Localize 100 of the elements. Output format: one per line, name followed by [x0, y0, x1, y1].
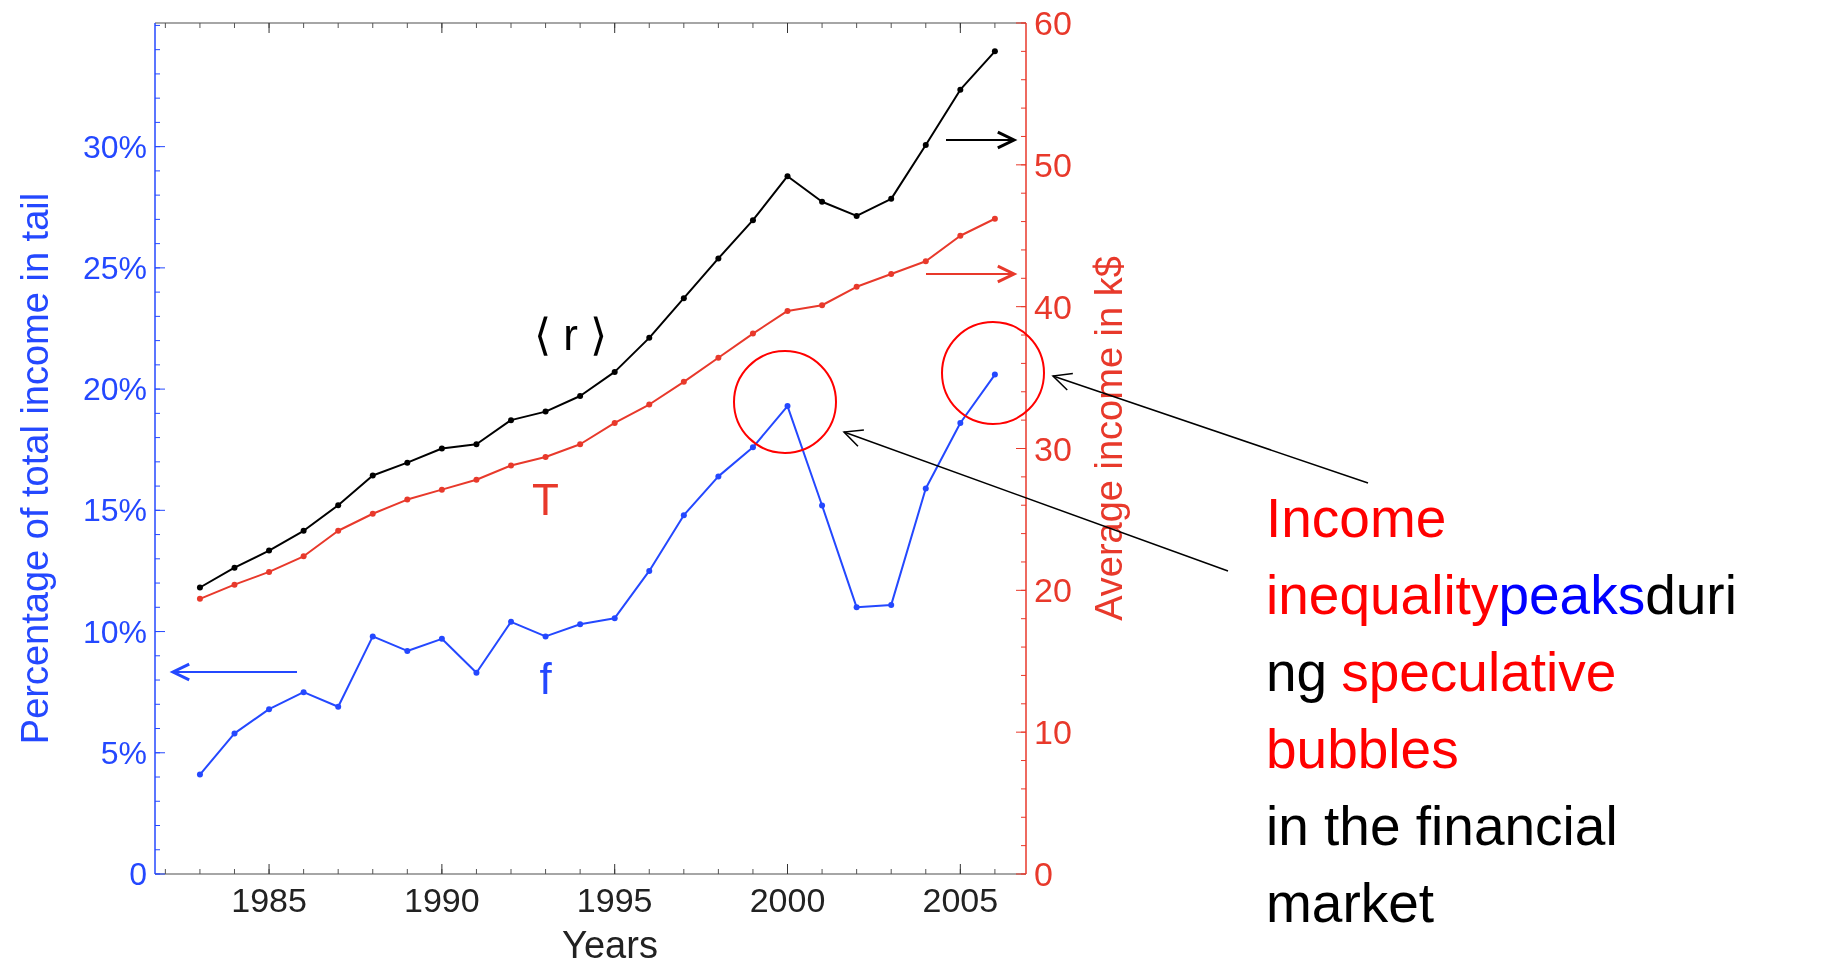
text: speculative — [1341, 641, 1617, 703]
point — [369, 472, 376, 479]
text: in the financial — [1266, 795, 1618, 857]
point — [957, 420, 964, 427]
point — [473, 441, 480, 448]
point — [542, 454, 549, 461]
x-tick-label: 1995 — [576, 881, 653, 919]
point — [508, 618, 514, 625]
point — [266, 568, 273, 575]
y2-axis-title: Average income in k$ — [1088, 256, 1130, 621]
point — [508, 462, 514, 469]
point — [473, 669, 480, 676]
point — [715, 354, 722, 361]
point — [784, 307, 791, 314]
x-axis-title: Years — [562, 924, 658, 966]
point — [300, 553, 307, 560]
y-tick-label: 25% — [82, 249, 147, 286]
point — [577, 441, 584, 448]
point — [680, 512, 687, 519]
point — [577, 621, 584, 628]
point — [300, 689, 307, 696]
point — [542, 408, 549, 415]
series-label: f — [539, 654, 553, 704]
point — [611, 368, 618, 375]
point — [404, 496, 411, 503]
point — [577, 393, 584, 400]
point — [819, 302, 826, 309]
point — [335, 502, 342, 509]
point — [611, 419, 618, 426]
y2-tick-label: 60 — [1034, 4, 1072, 42]
y-axis-title: Percentage of total income in tail — [14, 192, 56, 745]
text: duri — [1645, 564, 1737, 626]
point — [991, 48, 998, 55]
point — [784, 403, 791, 410]
y2-tick-label: 40 — [1034, 287, 1072, 326]
point — [646, 567, 653, 574]
text: bubbles — [1266, 718, 1459, 780]
text: inequality — [1266, 564, 1499, 626]
point — [404, 647, 411, 654]
point — [888, 271, 895, 278]
y-tick-label: 15% — [82, 492, 147, 529]
point — [680, 295, 687, 302]
point — [266, 547, 273, 554]
point — [438, 486, 445, 493]
text: ng — [1266, 641, 1328, 703]
y2-tick-label: 30 — [1034, 429, 1072, 468]
y2-tick-label: 0 — [1034, 855, 1053, 893]
y-tick-label: 5% — [100, 734, 147, 771]
y-tick-label: 10% — [82, 613, 147, 650]
point — [196, 595, 203, 602]
series-label: T — [532, 475, 560, 525]
x-tick-label: 2000 — [749, 881, 826, 919]
x-tick-label: 2005 — [922, 881, 999, 919]
text: market — [1266, 872, 1435, 934]
point — [266, 706, 273, 713]
x-tick-label: 1990 — [404, 881, 480, 919]
point — [715, 473, 722, 480]
text: Income — [1266, 487, 1447, 549]
point — [335, 703, 342, 710]
point — [957, 232, 964, 239]
point — [438, 445, 445, 452]
point — [922, 141, 929, 148]
point — [369, 633, 376, 640]
point — [853, 283, 860, 290]
point — [888, 195, 895, 202]
point — [784, 173, 791, 180]
point — [196, 584, 203, 591]
point — [508, 417, 514, 424]
point — [542, 633, 549, 640]
point — [853, 604, 860, 611]
point — [922, 258, 929, 265]
text: peaks — [1498, 564, 1646, 626]
point — [404, 459, 411, 466]
y-tick-label: 0 — [129, 856, 147, 892]
y-tick-label: 20% — [82, 371, 147, 408]
point — [819, 198, 826, 205]
point — [438, 635, 445, 642]
point — [922, 485, 929, 492]
point — [231, 564, 238, 571]
point — [715, 255, 722, 262]
point — [853, 212, 860, 219]
point — [991, 215, 998, 222]
point — [749, 217, 756, 224]
point — [369, 510, 376, 517]
y-tick-label: 30% — [82, 128, 147, 165]
point — [473, 476, 480, 483]
point — [196, 771, 203, 778]
point — [749, 330, 756, 337]
point — [231, 730, 238, 737]
point — [646, 334, 653, 341]
x-tick-label: 1985 — [231, 881, 307, 919]
point — [300, 527, 307, 534]
y2-tick-label: 10 — [1034, 713, 1072, 752]
point — [611, 615, 618, 622]
y2-tick-label: 20 — [1034, 571, 1072, 610]
point — [231, 581, 238, 588]
series-label: ⟨ r ⟩ — [534, 309, 608, 359]
point — [680, 378, 687, 385]
point — [888, 601, 895, 608]
point — [335, 527, 342, 534]
